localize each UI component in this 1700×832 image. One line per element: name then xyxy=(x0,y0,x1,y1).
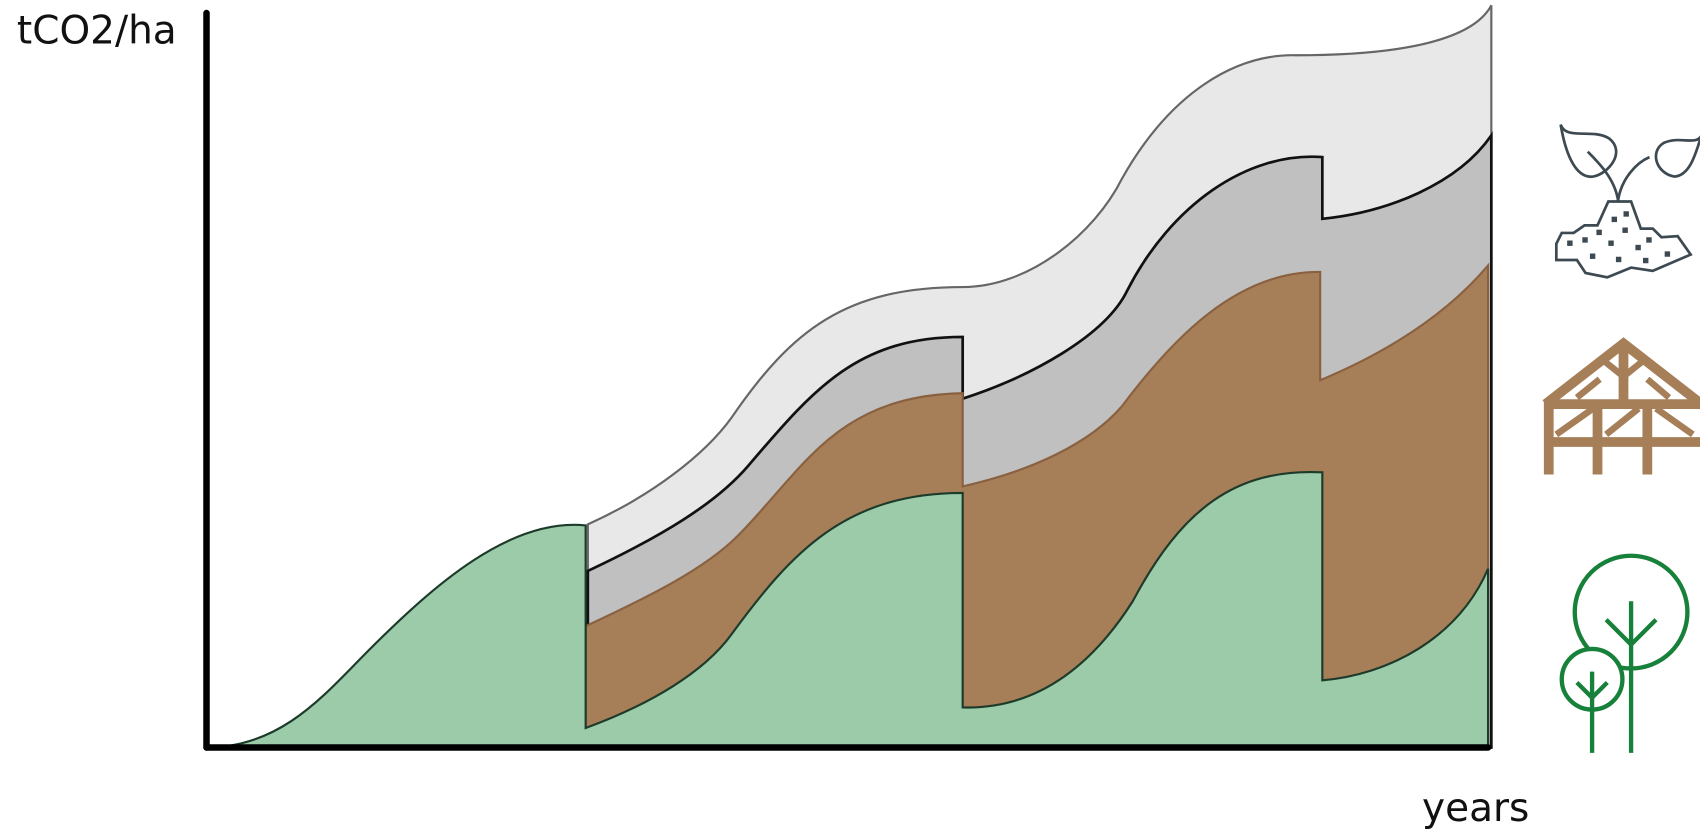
soil-dots xyxy=(1567,211,1671,264)
forest-layer xyxy=(206,470,1490,749)
x-axis-label: years xyxy=(1422,786,1529,831)
soil-icon xyxy=(1554,123,1700,279)
building-icon xyxy=(1542,337,1700,475)
trees-icon xyxy=(1559,553,1690,753)
y-axis-label: tCO2/ha xyxy=(17,8,177,53)
